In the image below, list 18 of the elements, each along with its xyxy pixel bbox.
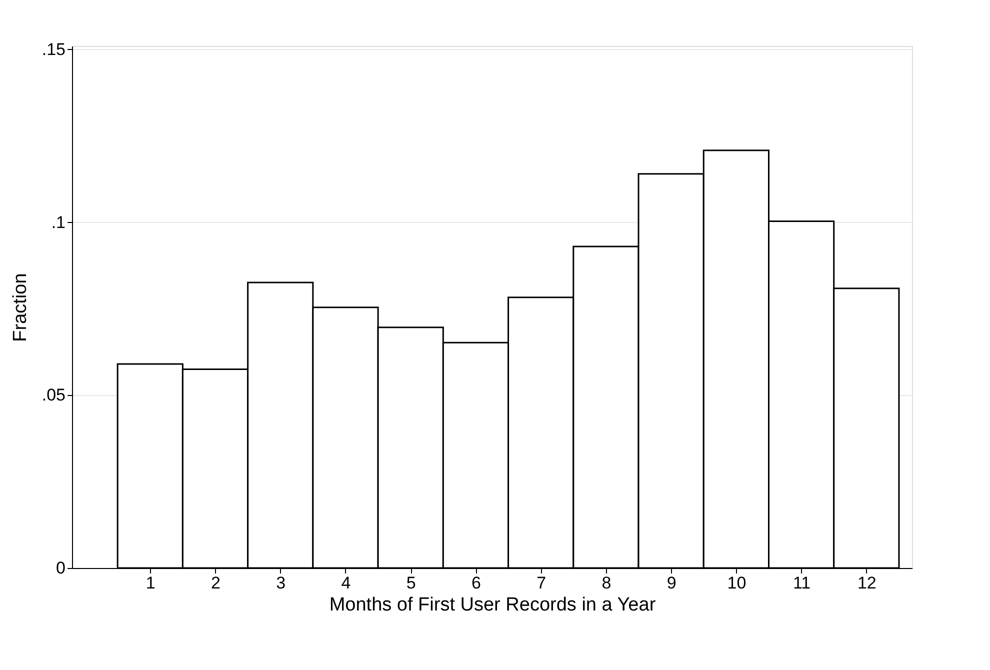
x-tick-label: 8 [602, 574, 612, 592]
x-tick-label: 6 [471, 574, 481, 592]
y-tick-label: .05 [42, 386, 66, 405]
x-tick-label: 10 [727, 574, 746, 592]
x-tick-label: 12 [857, 574, 876, 592]
y-axis-title: Fraction [10, 273, 31, 342]
y-tick-label: 0 [56, 558, 66, 578]
x-tick-label: 3 [276, 574, 286, 592]
x-tick-label: 5 [406, 574, 416, 592]
x-tick-label: 2 [211, 574, 220, 592]
x-tick-label: 4 [341, 574, 351, 592]
y-tick-label: .1 [51, 212, 66, 232]
x-tick-label: 7 [536, 574, 546, 592]
x-tick-label: 1 [146, 574, 156, 592]
y-tick-label: .15 [42, 40, 66, 59]
x-tick-label: 9 [666, 574, 676, 592]
x-axis-title: Months of First User Records in a Year [329, 594, 656, 616]
x-tick-label: 11 [792, 574, 811, 592]
